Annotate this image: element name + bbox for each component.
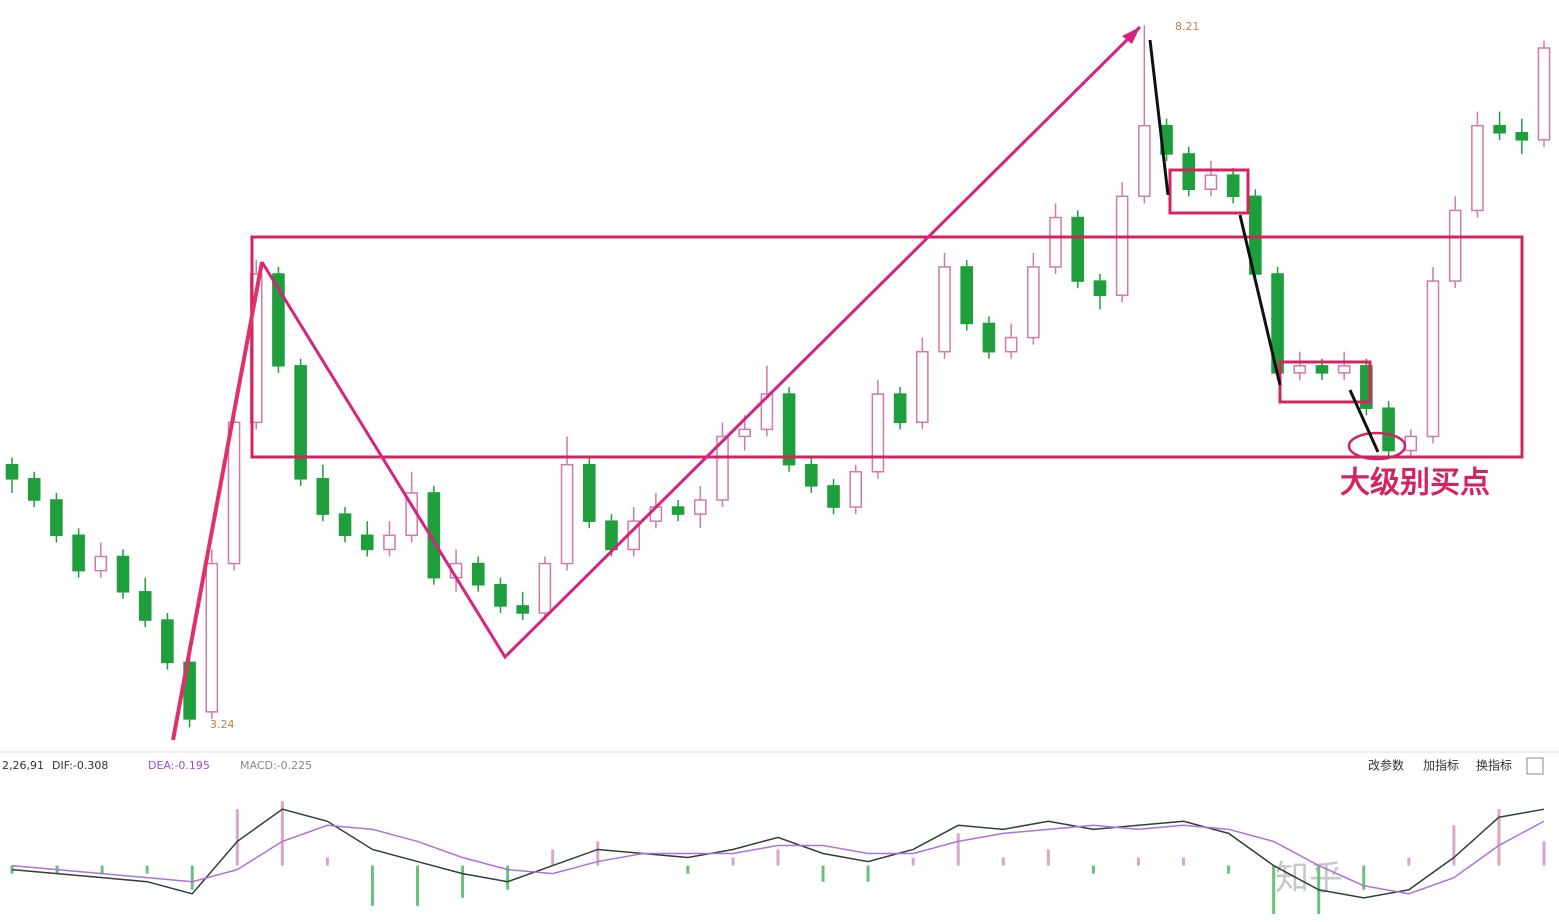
candle-body: [27, 478, 41, 501]
candle-body: [805, 463, 818, 487]
candle-body: [582, 463, 596, 522]
candle-body: [383, 534, 396, 551]
candle-body: [1182, 153, 1196, 191]
circle: [1347, 431, 1407, 461]
arrow-head: [1122, 27, 1140, 44]
arrow: [1348, 389, 1380, 453]
button[interactable]: 换指标: [1476, 758, 1512, 773]
box: [1168, 168, 1250, 215]
candle-body: [161, 619, 174, 664]
arrow: [171, 261, 264, 741]
candle-body: [605, 520, 618, 551]
candle-body: [871, 393, 885, 473]
candle-body: [516, 605, 529, 614]
button[interactable]: 加指标: [1423, 758, 1459, 773]
dif-readout: DIF:-0.308: [52, 759, 108, 772]
candle-body: [94, 555, 108, 572]
candle-body: [893, 393, 907, 424]
candle-body: [1448, 209, 1462, 282]
candle-body: [849, 471, 863, 508]
candle-body: [427, 492, 441, 579]
candle-body: [294, 365, 307, 480]
candle-body: [1315, 365, 1329, 374]
candle-body: [693, 499, 707, 515]
candle-body: [1204, 174, 1218, 191]
candle-body: [1426, 280, 1440, 438]
macd-line: [11, 820, 1545, 895]
candle-body: [338, 513, 352, 537]
candle-body: [671, 506, 685, 515]
candle-body: [138, 591, 152, 621]
candle-body: [1404, 435, 1418, 452]
candle-body: [1382, 407, 1395, 452]
close-button[interactable]: [1526, 757, 1544, 775]
dea-readout: DEA:-0.195: [148, 759, 210, 772]
candle-body: [560, 463, 574, 565]
macd-line: [11, 808, 1545, 899]
candle-body: [1115, 195, 1129, 296]
candle-body: [1360, 365, 1373, 409]
arrow: [260, 25, 1142, 660]
candle-body: [494, 583, 507, 607]
candle-body: [1093, 280, 1107, 296]
candle-body: [316, 478, 330, 515]
arrow: [1238, 214, 1282, 386]
candle-body: [1071, 216, 1085, 282]
candle-body: [72, 534, 85, 572]
candle-body: [1337, 365, 1351, 374]
candle-body: [982, 322, 996, 353]
candle-body: [916, 350, 929, 424]
candle-body: [360, 534, 374, 551]
candle-body: [738, 428, 751, 438]
candle-body: [827, 485, 840, 508]
arrow: [1148, 39, 1170, 196]
candle-body: [1138, 124, 1151, 198]
candle-body: [1027, 266, 1040, 339]
low-label: 3.24: [210, 718, 235, 731]
candle-body: [1293, 365, 1307, 374]
macd-readout: MACD:-0.225: [240, 759, 312, 772]
candle-body: [116, 555, 130, 593]
candle-body: [1537, 47, 1551, 141]
candle-body: [760, 393, 774, 431]
candle-body: [1004, 336, 1018, 353]
annotations: [0, 25, 1559, 753]
candle-body: [1226, 174, 1240, 198]
candle-body: [782, 393, 796, 466]
candle-body: [716, 435, 729, 501]
candle-body: [960, 266, 974, 325]
annotation-label: 大级别买点: [1340, 466, 1490, 501]
range-box: [250, 235, 1524, 459]
macd-params: 2,26,91: [2, 759, 44, 772]
candle-body: [1493, 124, 1506, 134]
candle-body: [938, 266, 951, 353]
candle-body: [1049, 216, 1062, 268]
high-label: 8.21: [1175, 20, 1200, 33]
candle-body: [471, 562, 485, 586]
candle-body: [272, 273, 285, 367]
candle-body: [205, 562, 219, 713]
candle-body: [5, 463, 19, 480]
candle-body: [50, 499, 63, 537]
candle-body: [1515, 132, 1529, 141]
candle-body: [538, 562, 552, 614]
candle-body: [1471, 124, 1484, 212]
button[interactable]: 改参数: [1368, 758, 1404, 773]
